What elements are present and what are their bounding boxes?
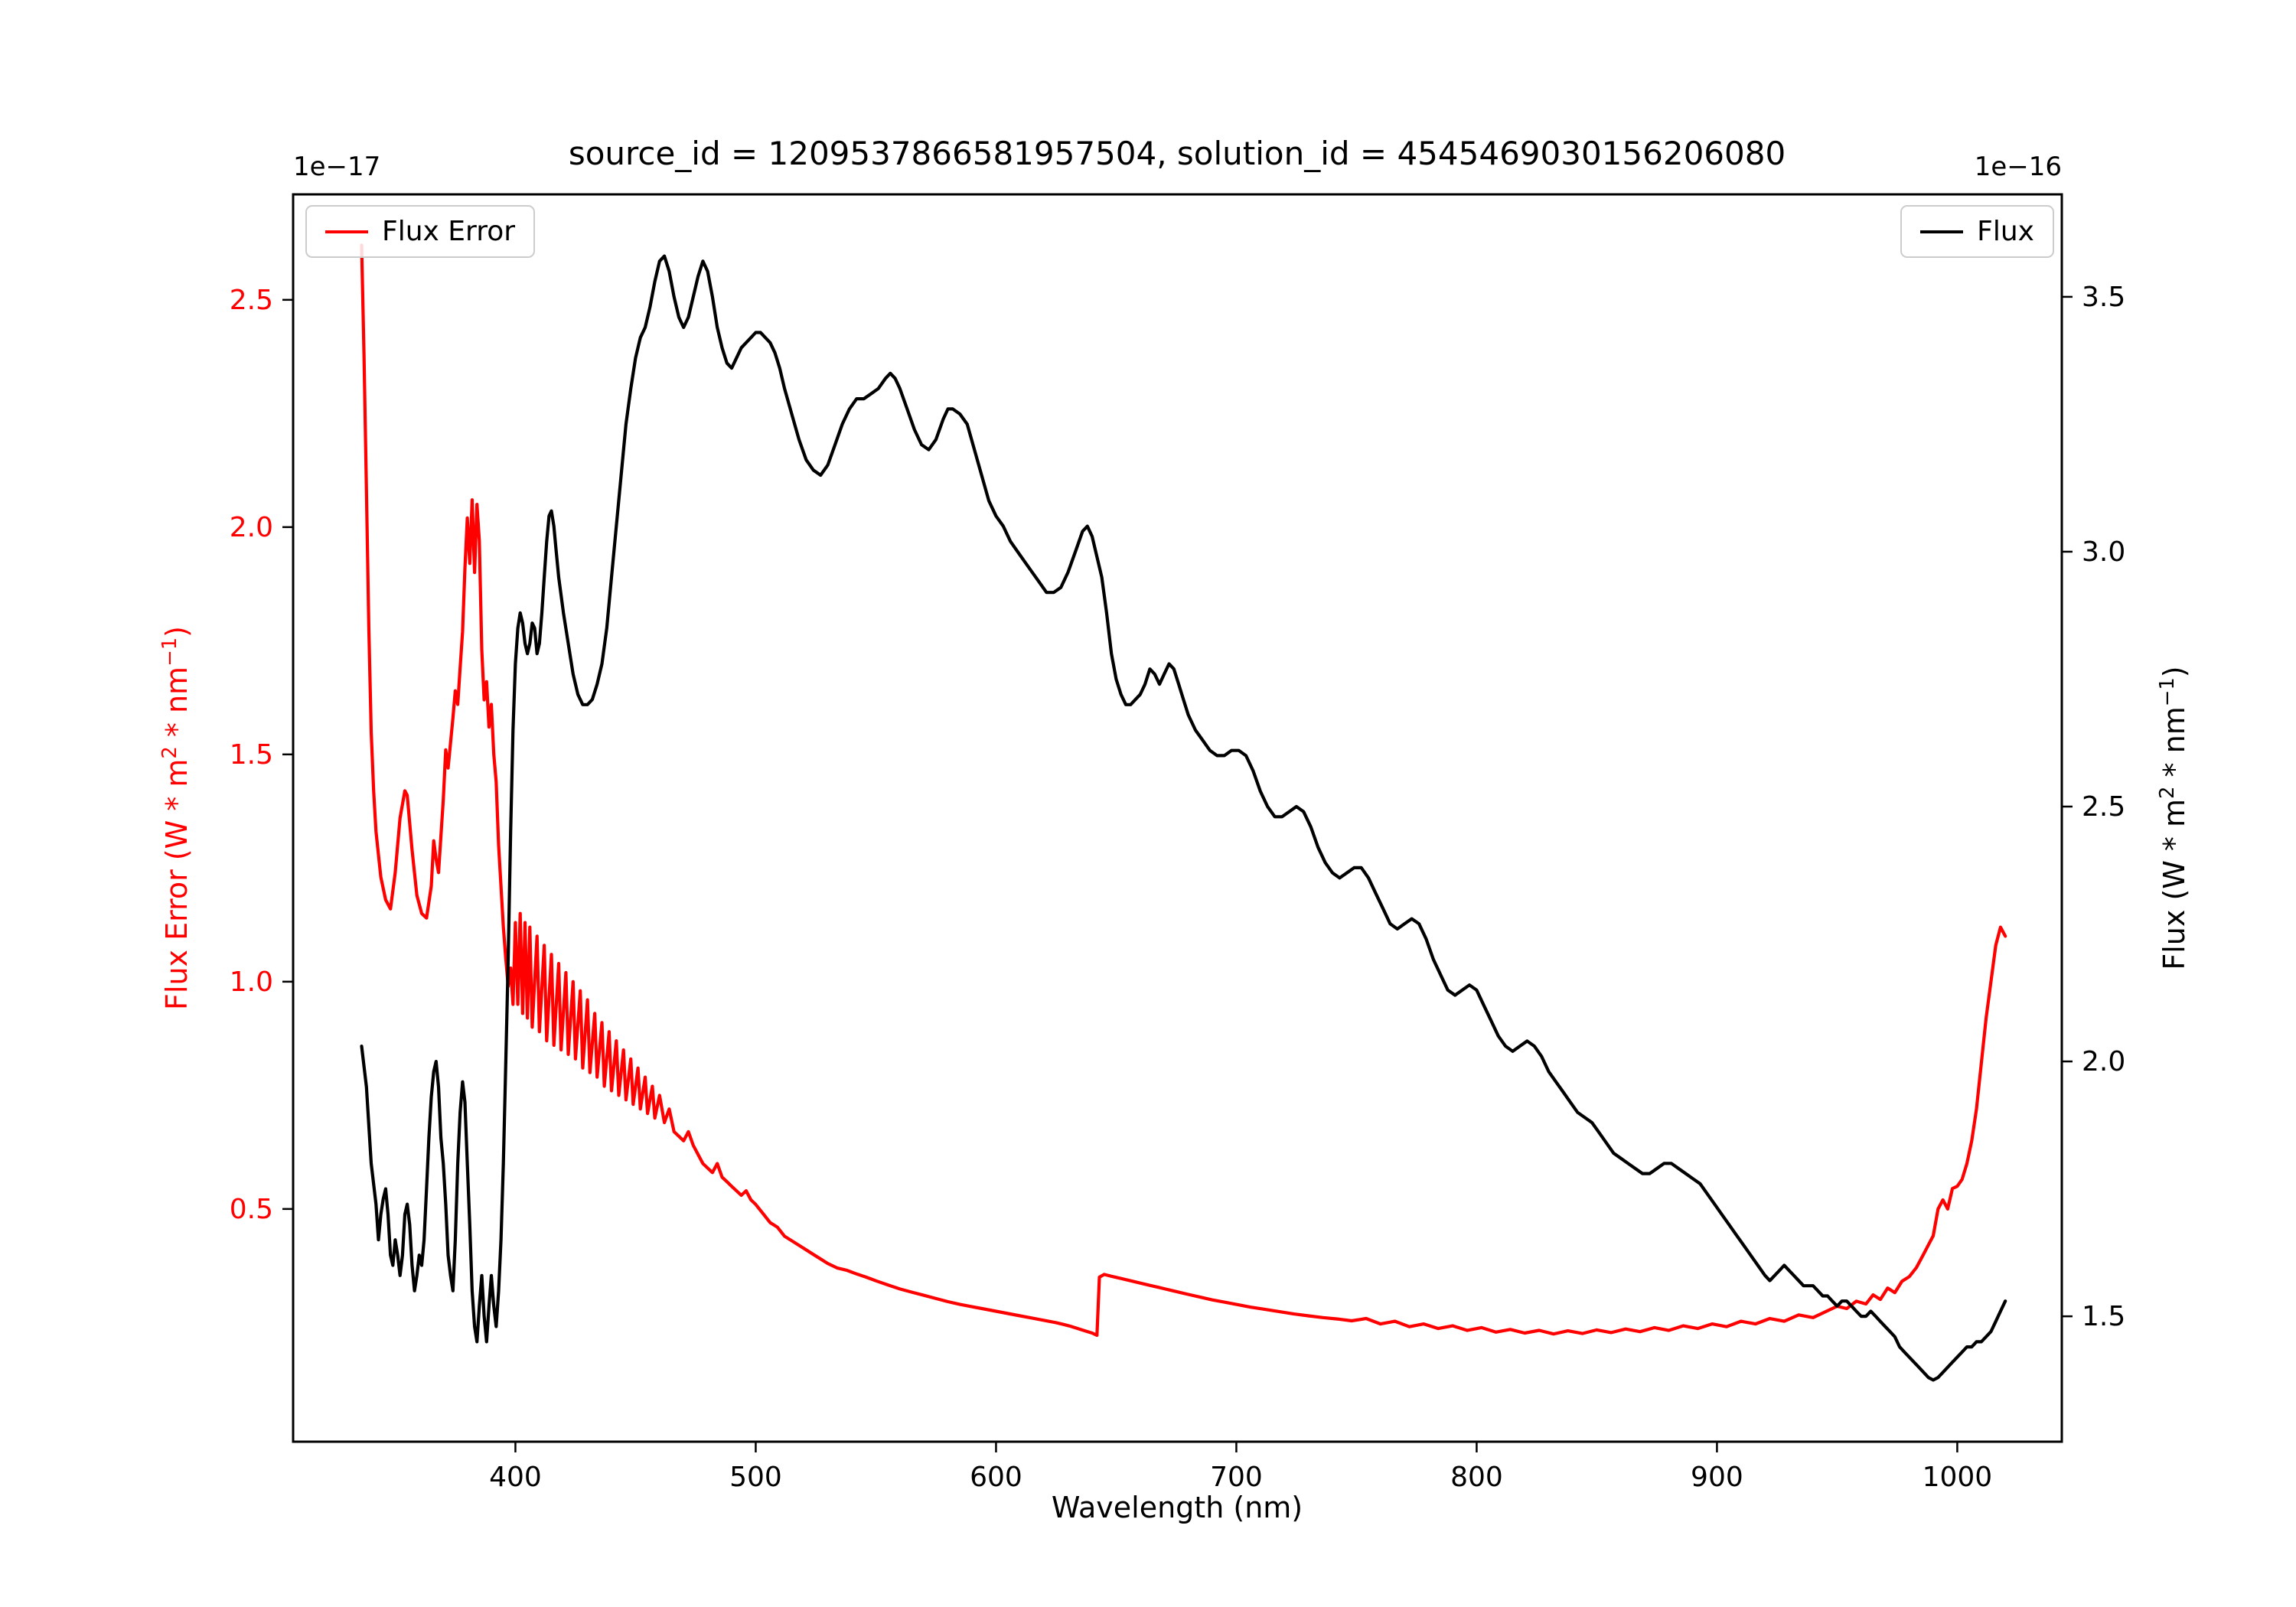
left-y-label-sup2: 2 (158, 746, 182, 759)
left-y-label-text: Flux Error (W * m (159, 758, 194, 1010)
x-tick-label: 600 (970, 1462, 1022, 1493)
right-y-label-text: Flux (W * m (2157, 798, 2191, 970)
flux-error-legend-line (325, 230, 368, 233)
left-y-axis-label: Flux Error (W * m2 * nm−1) (158, 626, 194, 1010)
y-left-tick-label: 0.5 (230, 1194, 273, 1225)
x-axis-label: Wavelength (nm) (1051, 1491, 1303, 1524)
x-tick-label: 400 (489, 1462, 542, 1493)
x-tick-label: 900 (1691, 1462, 1743, 1493)
flux-error-legend-label: Flux Error (382, 216, 516, 247)
right-y-label-mid: * nm (2157, 706, 2191, 787)
y-right-tick-label: 3.0 (2082, 536, 2125, 568)
x-tick-label: 800 (1450, 1462, 1503, 1493)
left-y-label-close: ) (159, 626, 194, 637)
y-right-tick-label: 3.5 (2082, 282, 2125, 313)
left-y-label-sup-neg1: −1 (158, 637, 182, 667)
chart-title: source_id = 1209537866581957504, solutio… (568, 135, 1786, 172)
y-right-tick-label: 2.5 (2082, 791, 2125, 823)
flux-line (360, 254, 2007, 1382)
legend-flux: Flux (1900, 205, 2054, 258)
axes-frame (292, 193, 2063, 1443)
flux-legend-label: Flux (1977, 216, 2034, 247)
flux-legend-line (1920, 230, 1964, 233)
y-left-tick-label: 1.0 (230, 966, 273, 998)
y-right-tick-label: 1.5 (2082, 1301, 2125, 1332)
y-left-tick-label: 2.5 (230, 285, 273, 316)
legend-flux-error: Flux Error (305, 205, 536, 258)
y-left-tick-label: 2.0 (230, 512, 273, 543)
left-y-label-mid: * nm (159, 666, 194, 747)
flux-error-line (360, 243, 2007, 1338)
right-y-label-close: ) (2157, 666, 2191, 678)
y-left-tick-label: 1.5 (230, 739, 273, 771)
left-axis-offset-label: 1e−17 (293, 152, 381, 182)
right-axis-offset-label: 1e−16 (1974, 152, 2062, 182)
right-y-label-sup2: 2 (2156, 786, 2180, 799)
right-y-label-sup-neg1: −1 (2156, 677, 2180, 707)
x-tick-label: 500 (729, 1462, 782, 1493)
x-tick-label: 1000 (1923, 1462, 1993, 1493)
x-tick-label: 700 (1210, 1462, 1263, 1493)
y-right-tick-label: 2.0 (2082, 1046, 2125, 1077)
right-y-axis-label: Flux (W * m2 * nm−1) (2156, 666, 2191, 970)
